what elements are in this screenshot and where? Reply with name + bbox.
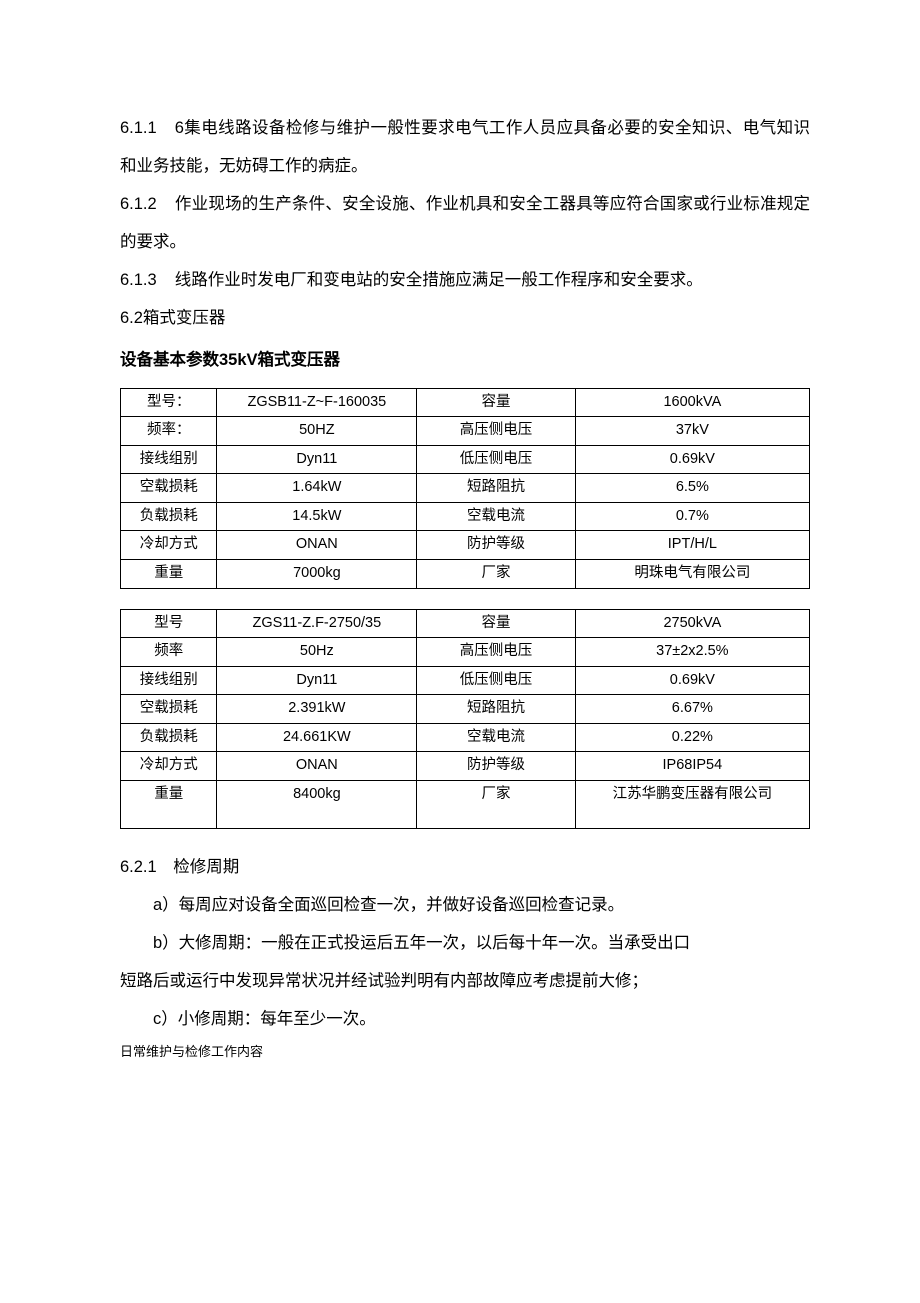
cell-key: 型号： bbox=[121, 388, 217, 417]
table-row: 负载损耗 24.661KW 空载电流 0.22% bbox=[121, 723, 810, 752]
cell-key: 型号 bbox=[121, 609, 217, 638]
cell-val: IP68IP54 bbox=[575, 752, 809, 781]
cell-key: 空载损耗 bbox=[121, 474, 217, 503]
table-row: 冷却方式 ONAN 防护等级 IPT/H/L bbox=[121, 531, 810, 560]
cell-val: 8400kg bbox=[217, 780, 417, 829]
cell-val: 6.5% bbox=[575, 474, 809, 503]
num-613: 6.1.3 bbox=[120, 271, 157, 289]
cell-key: 负载损耗 bbox=[121, 502, 217, 531]
cell-key: 接线组别 bbox=[121, 666, 217, 695]
para-a: a）每周应对设备全面巡回检查一次，并做好设备巡回检查记录。 bbox=[120, 887, 810, 925]
table-title: 设备基本参数35kV箱式变压器 bbox=[120, 342, 810, 380]
cell-val: 37±2x2.5% bbox=[575, 638, 809, 667]
cell-key: 频率： bbox=[121, 417, 217, 446]
cell-key: 厂家 bbox=[417, 780, 575, 829]
cell-key: 重量 bbox=[121, 559, 217, 588]
cell-val: 14.5kW bbox=[217, 502, 417, 531]
cell-key: 冷却方式 bbox=[121, 752, 217, 781]
heading-62: 6.2箱式变压器 bbox=[120, 300, 810, 338]
cell-val: IPT/H/L bbox=[575, 531, 809, 560]
cell-val: 50HZ bbox=[217, 417, 417, 446]
cell-key: 容量 bbox=[417, 388, 575, 417]
cell-key: 冷却方式 bbox=[121, 531, 217, 560]
cell-key: 负载损耗 bbox=[121, 723, 217, 752]
cell-key: 空载损耗 bbox=[121, 695, 217, 724]
table-transformer-1: 型号： ZGSB11-Z~F-160035 容量 1600kVA 频率： 50H… bbox=[120, 388, 810, 589]
cell-key: 防护等级 bbox=[417, 531, 575, 560]
table-row: 冷却方式 ONAN 防护等级 IP68IP54 bbox=[121, 752, 810, 781]
cell-key: 短路阻抗 bbox=[417, 695, 575, 724]
cell-key: 重量 bbox=[121, 780, 217, 829]
num-612: 6.1.2 bbox=[120, 195, 157, 213]
cell-val: 江苏华鹏变压器有限公司 bbox=[575, 780, 809, 829]
cell-key: 防护等级 bbox=[417, 752, 575, 781]
cell-key: 厂家 bbox=[417, 559, 575, 588]
para-b: b）大修周期：一般在正式投运后五年一次，以后每十年一次。当承受出口 bbox=[120, 925, 810, 963]
cell-val: 0.69kV bbox=[575, 666, 809, 695]
heading-621: 6.2.1 检修周期 bbox=[120, 849, 810, 887]
table-row: 频率： 50HZ 高压侧电压 37kV bbox=[121, 417, 810, 446]
para-c: c）小修周期：每年至少一次。 bbox=[120, 1001, 810, 1039]
table-row: 频率 50Hz 高压侧电压 37±2x2.5% bbox=[121, 638, 810, 667]
cell-val: ZGS11-Z.F-2750/35 bbox=[217, 609, 417, 638]
para-613: 6.1.3 线路作业时发电厂和变电站的安全措施应满足一般工作程序和安全要求。 bbox=[120, 262, 810, 300]
cell-val: 0.69kV bbox=[575, 445, 809, 474]
cell-val: 0.7% bbox=[575, 502, 809, 531]
text-613: 线路作业时发电厂和变电站的安全措施应满足一般工作程序和安全要求。 bbox=[175, 271, 703, 289]
cell-val: 50Hz bbox=[217, 638, 417, 667]
cell-key: 容量 bbox=[417, 609, 575, 638]
table-row: 接线组别 Dyn11 低压侧电压 0.69kV bbox=[121, 666, 810, 695]
table-row: 重量 8400kg 厂家 江苏华鹏变压器有限公司 bbox=[121, 780, 810, 829]
table-row: 型号： ZGSB11-Z~F-160035 容量 1600kVA bbox=[121, 388, 810, 417]
cell-val: ONAN bbox=[217, 752, 417, 781]
text-611: 6集电线路设备检修与维护一般性要求电气工作人员应具备必要的安全知识、电气知识和业… bbox=[120, 119, 810, 175]
cell-val: 1600kVA bbox=[575, 388, 809, 417]
cell-val: 明珠电气有限公司 bbox=[575, 559, 809, 588]
table-transformer-2: 型号 ZGS11-Z.F-2750/35 容量 2750kVA 频率 50Hz … bbox=[120, 609, 810, 830]
cell-key: 高压侧电压 bbox=[417, 417, 575, 446]
cell-key: 频率 bbox=[121, 638, 217, 667]
cell-val: Dyn11 bbox=[217, 666, 417, 695]
cell-val: 0.22% bbox=[575, 723, 809, 752]
para-b2: 短路后或运行中发现异常状况并经试验判明有内部故障应考虑提前大修； bbox=[120, 963, 810, 1001]
cell-val: 6.67% bbox=[575, 695, 809, 724]
cell-key: 短路阻抗 bbox=[417, 474, 575, 503]
para-612: 6.1.2作业现场的生产条件、安全设施、作业机具和安全工器具等应符合国家或行业标… bbox=[120, 186, 810, 262]
cell-key: 空载电流 bbox=[417, 502, 575, 531]
cell-val: Dyn11 bbox=[217, 445, 417, 474]
cell-key: 空载电流 bbox=[417, 723, 575, 752]
table-row: 型号 ZGS11-Z.F-2750/35 容量 2750kVA bbox=[121, 609, 810, 638]
cell-val: ZGSB11-Z~F-160035 bbox=[217, 388, 417, 417]
cell-val: 2.391kW bbox=[217, 695, 417, 724]
cell-key: 高压侧电压 bbox=[417, 638, 575, 667]
table-row: 空载损耗 1.64kW 短路阻抗 6.5% bbox=[121, 474, 810, 503]
para-611: 6.1.16集电线路设备检修与维护一般性要求电气工作人员应具备必要的安全知识、电… bbox=[120, 110, 810, 186]
cell-val: 37kV bbox=[575, 417, 809, 446]
table-row: 重量 7000kg 厂家 明珠电气有限公司 bbox=[121, 559, 810, 588]
cell-val: 7000kg bbox=[217, 559, 417, 588]
cell-val: 24.661KW bbox=[217, 723, 417, 752]
cell-key: 低压侧电压 bbox=[417, 666, 575, 695]
table-row: 接线组别 Dyn11 低压侧电压 0.69kV bbox=[121, 445, 810, 474]
cell-key: 低压侧电压 bbox=[417, 445, 575, 474]
cell-val: ONAN bbox=[217, 531, 417, 560]
cell-key: 接线组别 bbox=[121, 445, 217, 474]
cell-val: 2750kVA bbox=[575, 609, 809, 638]
note-text: 日常维护与检修工作内容 bbox=[120, 1041, 810, 1060]
table-row: 负载损耗 14.5kW 空载电流 0.7% bbox=[121, 502, 810, 531]
num-611: 6.1.1 bbox=[120, 119, 157, 137]
text-612: 作业现场的生产条件、安全设施、作业机具和安全工器具等应符合国家或行业标准规定的要… bbox=[120, 195, 810, 251]
table-row: 空载损耗 2.391kW 短路阻抗 6.67% bbox=[121, 695, 810, 724]
cell-val: 1.64kW bbox=[217, 474, 417, 503]
